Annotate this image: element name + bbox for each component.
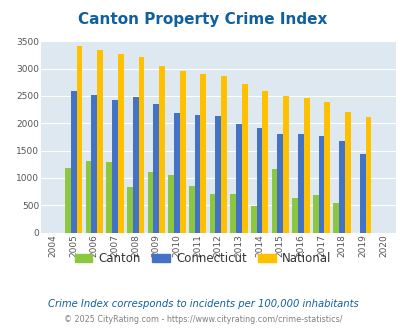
Bar bbox=[256, 128, 262, 233]
Bar bbox=[344, 112, 350, 233]
Bar bbox=[174, 113, 179, 233]
Text: Canton Property Crime Index: Canton Property Crime Index bbox=[78, 12, 327, 26]
Bar bbox=[359, 154, 365, 233]
Bar bbox=[209, 194, 215, 233]
Bar bbox=[65, 168, 70, 233]
Bar bbox=[333, 203, 339, 233]
Bar bbox=[271, 169, 277, 233]
Bar bbox=[159, 66, 164, 233]
Bar bbox=[262, 91, 268, 233]
Bar bbox=[339, 141, 344, 233]
Bar bbox=[292, 198, 297, 233]
Bar bbox=[312, 195, 318, 233]
Bar bbox=[318, 136, 324, 233]
Bar bbox=[168, 175, 174, 233]
Bar bbox=[97, 50, 103, 233]
Bar bbox=[138, 57, 144, 233]
Bar bbox=[303, 98, 309, 233]
Bar bbox=[365, 117, 371, 233]
Bar bbox=[106, 162, 112, 233]
Bar bbox=[194, 115, 200, 233]
Bar bbox=[112, 100, 117, 233]
Text: Crime Index corresponds to incidents per 100,000 inhabitants: Crime Index corresponds to incidents per… bbox=[47, 299, 358, 309]
Bar bbox=[221, 76, 226, 233]
Bar bbox=[179, 71, 185, 233]
Legend: Canton, Connecticut, National: Canton, Connecticut, National bbox=[70, 247, 335, 270]
Bar bbox=[230, 194, 235, 233]
Bar bbox=[147, 173, 153, 233]
Bar bbox=[188, 185, 194, 233]
Bar bbox=[282, 96, 288, 233]
Bar bbox=[324, 103, 329, 233]
Bar bbox=[277, 134, 282, 233]
Bar bbox=[153, 104, 159, 233]
Bar bbox=[70, 91, 77, 233]
Text: © 2025 CityRating.com - https://www.cityrating.com/crime-statistics/: © 2025 CityRating.com - https://www.city… bbox=[64, 315, 341, 324]
Bar bbox=[235, 123, 241, 233]
Bar bbox=[91, 95, 97, 233]
Bar bbox=[215, 115, 221, 233]
Bar bbox=[250, 206, 256, 233]
Bar bbox=[85, 161, 91, 233]
Bar bbox=[127, 187, 132, 233]
Bar bbox=[241, 84, 247, 233]
Bar bbox=[77, 46, 82, 233]
Bar bbox=[297, 134, 303, 233]
Bar bbox=[132, 97, 138, 233]
Bar bbox=[117, 54, 124, 233]
Bar bbox=[200, 74, 206, 233]
